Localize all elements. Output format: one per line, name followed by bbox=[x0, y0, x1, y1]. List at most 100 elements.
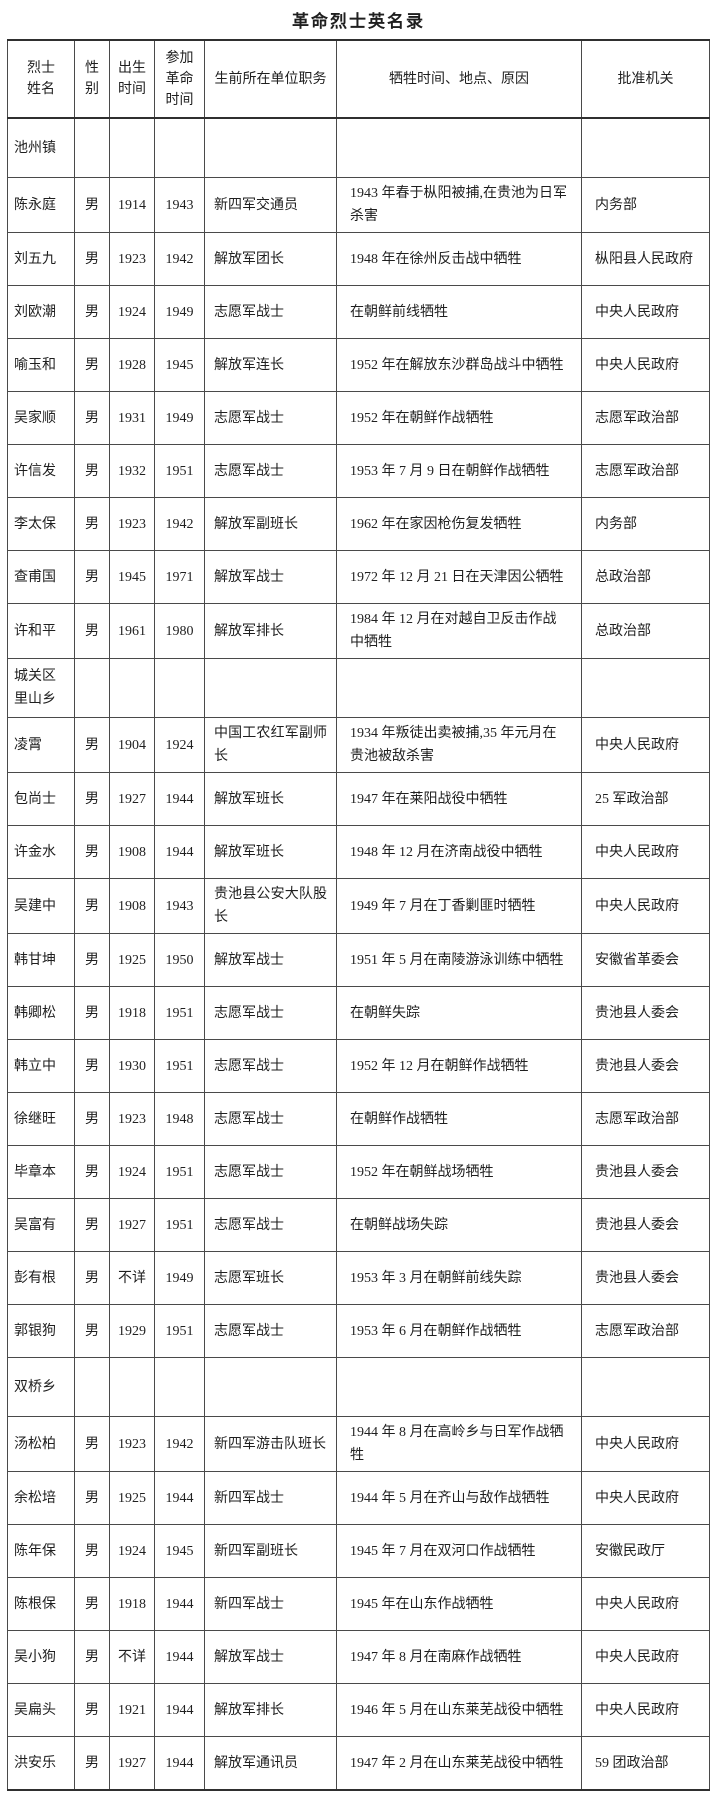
table-row: 吴富有男 1927 1951 志愿军战士 在朝鲜战场失踪 贵池县人委会 bbox=[7, 1198, 710, 1252]
death-cell: 在朝鲜战场失踪 bbox=[336, 1198, 582, 1252]
gender-cell: 男 bbox=[74, 1736, 110, 1791]
name-cell: 许金水 bbox=[7, 825, 75, 879]
unit-cell: 新四军游击队班长 bbox=[204, 1416, 337, 1472]
section-row: 双桥乡 bbox=[7, 1357, 710, 1417]
birth-cell: 1931 bbox=[109, 391, 155, 445]
birth-cell: 1923 bbox=[109, 1092, 155, 1146]
unit-cell: 解放军排长 bbox=[204, 603, 337, 659]
birth-cell: 1921 bbox=[109, 1683, 155, 1737]
column-header-joined: 参加 革命 时间 bbox=[154, 39, 205, 119]
table-row: 包尚士男 1927 1944 解放军班长 1947 年在莱阳战役中牺牲 25 军政治部 bbox=[7, 772, 710, 826]
column-header-gender: 性 别 bbox=[74, 39, 110, 119]
unit-cell: 志愿军战士 bbox=[204, 1198, 337, 1252]
joined-cell: 1951 bbox=[154, 1198, 205, 1252]
birth-cell: 1908 bbox=[109, 825, 155, 879]
unit-cell: 解放军连长 bbox=[204, 338, 337, 392]
approver-cell: 59 团政治部 bbox=[581, 1736, 710, 1791]
joined-cell: 1951 bbox=[154, 444, 205, 498]
unit-cell: 解放军战士 bbox=[204, 1630, 337, 1684]
section-name-cell: 双桥乡 bbox=[7, 1357, 75, 1417]
gender-cell: 男 bbox=[74, 1524, 110, 1578]
approver-cell: 中央人民政府 bbox=[581, 1630, 710, 1684]
unit-cell: 解放军班长 bbox=[204, 772, 337, 826]
birth-cell: 1961 bbox=[109, 603, 155, 659]
joined-cell: 1942 bbox=[154, 232, 205, 286]
birth-cell bbox=[109, 658, 155, 718]
gender-cell: 男 bbox=[74, 550, 110, 604]
birth-cell: 1932 bbox=[109, 444, 155, 498]
death-cell: 1947 年 2 月在山东莱芜战役中牺牲 bbox=[336, 1736, 582, 1791]
birth-cell: 1927 bbox=[109, 1198, 155, 1252]
death-cell: 1945 年在山东作战牺牲 bbox=[336, 1577, 582, 1631]
table-header: 烈士 姓名性 别出生 时间 参加 革命 时间 生前所在单位职务 牺牲时间、地点、原因批… bbox=[7, 39, 710, 119]
birth-cell: 1930 bbox=[109, 1039, 155, 1093]
death-cell: 1953 年 3 月在朝鲜前线失踪 bbox=[336, 1251, 582, 1305]
gender-cell: 男 bbox=[74, 1416, 110, 1472]
approver-cell: 贵池县人委会 bbox=[581, 1145, 710, 1199]
birth-cell: 不详 bbox=[109, 1251, 155, 1305]
joined-cell: 1942 bbox=[154, 497, 205, 551]
name-cell: 吴家顺 bbox=[7, 391, 75, 445]
gender-cell bbox=[74, 117, 110, 178]
table-row: 韩立中男 1930 1951 志愿军战士 1952 年 12 月在朝鲜作战牺牲 贵池县人委… bbox=[7, 1039, 710, 1093]
birth-cell: 1925 bbox=[109, 933, 155, 987]
birth-cell: 1925 bbox=[109, 1471, 155, 1525]
joined-cell: 1949 bbox=[154, 285, 205, 339]
death-cell: 1952 年 12 月在朝鲜作战牺牲 bbox=[336, 1039, 582, 1093]
name-cell: 郭银狗 bbox=[7, 1304, 75, 1358]
joined-cell: 1944 bbox=[154, 772, 205, 826]
name-cell: 刘五九 bbox=[7, 232, 75, 286]
death-cell: 1948 年 12 月在济南战役中牺牲 bbox=[336, 825, 582, 879]
table-body: 池州镇 陈永庭男 1914 1943 新四军交通员 1943 年春于枞阳被捕,在贵池为日军… bbox=[7, 117, 710, 1791]
table-row: 吴扁头男 1921 1944 解放军排长 1946 年 5 月在山东莱芜战役中牺牲 中央人… bbox=[7, 1683, 710, 1737]
martyrs-table: 烈士 姓名性 别出生 时间 参加 革命 时间 生前所在单位职务 牺牲时间、地点、原因批… bbox=[7, 39, 710, 1791]
name-cell: 洪安乐 bbox=[7, 1736, 75, 1791]
unit-cell: 新四军交通员 bbox=[204, 177, 337, 233]
joined-cell: 1948 bbox=[154, 1092, 205, 1146]
column-header-name: 烈士 姓名 bbox=[7, 39, 75, 119]
unit-cell: 志愿军战士 bbox=[204, 1039, 337, 1093]
table-row: 洪安乐男 1927 1944 解放军通讯员 1947 年 2 月在山东莱芜战役中牺牲 59… bbox=[7, 1736, 710, 1791]
section-row: 池州镇 bbox=[7, 117, 710, 178]
unit-cell: 解放军战士 bbox=[204, 933, 337, 987]
death-cell bbox=[336, 658, 582, 718]
gender-cell: 男 bbox=[74, 391, 110, 445]
birth-cell: 1927 bbox=[109, 1736, 155, 1791]
approver-cell: 志愿军政治部 bbox=[581, 1304, 710, 1358]
section-name-cell: 池州镇 bbox=[7, 117, 75, 178]
birth-cell: 1923 bbox=[109, 497, 155, 551]
table-row: 陈年保男 1924 1945 新四军副班长 1945 年 7 月在双河口作战牺牲 安徽民政… bbox=[7, 1524, 710, 1578]
name-cell: 喻玉和 bbox=[7, 338, 75, 392]
approver-cell bbox=[581, 1357, 710, 1417]
name-cell: 汤松柏 bbox=[7, 1416, 75, 1472]
joined-cell: 1944 bbox=[154, 1577, 205, 1631]
joined-cell: 1950 bbox=[154, 933, 205, 987]
gender-cell: 男 bbox=[74, 772, 110, 826]
unit-cell: 新四军战士 bbox=[204, 1471, 337, 1525]
approver-cell: 中央人民政府 bbox=[581, 1683, 710, 1737]
unit-cell: 贵池县公安大队股长 bbox=[204, 878, 337, 934]
death-cell: 1949 年 7 月在丁香剿匪时牺牲 bbox=[336, 878, 582, 934]
joined-cell: 1944 bbox=[154, 825, 205, 879]
table-row: 彭有根男不详 1949 志愿军班长 1953 年 3 月在朝鲜前线失踪 贵池县人委会 bbox=[7, 1251, 710, 1305]
death-cell: 1934 年叛徒出卖被捕,35 年元月在贵池被敌杀害 bbox=[336, 717, 582, 773]
table-row: 许信发男 1932 1951 志愿军战士 1953 年 7 月 9 日在朝鲜作战牺牲 志愿… bbox=[7, 444, 710, 498]
birth-cell: 1918 bbox=[109, 1577, 155, 1631]
approver-cell: 中央人民政府 bbox=[581, 1577, 710, 1631]
name-cell: 包尚士 bbox=[7, 772, 75, 826]
birth-cell: 1914 bbox=[109, 177, 155, 233]
unit-cell: 新四军战士 bbox=[204, 1577, 337, 1631]
name-cell: 许和平 bbox=[7, 603, 75, 659]
gender-cell: 男 bbox=[74, 338, 110, 392]
table-row: 余松培男 1925 1944 新四军战士 1944 年 5 月在齐山与敌作战牺牲 中央人民… bbox=[7, 1471, 710, 1525]
birth-cell: 1929 bbox=[109, 1304, 155, 1358]
unit-cell bbox=[204, 117, 337, 178]
joined-cell: 1951 bbox=[154, 1304, 205, 1358]
joined-cell: 1924 bbox=[154, 717, 205, 773]
death-cell: 1952 年在朝鲜作战牺牲 bbox=[336, 391, 582, 445]
approver-cell: 中央人民政府 bbox=[581, 717, 710, 773]
gender-cell: 男 bbox=[74, 1471, 110, 1525]
gender-cell bbox=[74, 1357, 110, 1417]
joined-cell bbox=[154, 117, 205, 178]
birth-cell: 1923 bbox=[109, 232, 155, 286]
